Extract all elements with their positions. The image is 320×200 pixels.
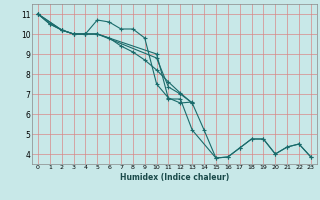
X-axis label: Humidex (Indice chaleur): Humidex (Indice chaleur)	[120, 173, 229, 182]
